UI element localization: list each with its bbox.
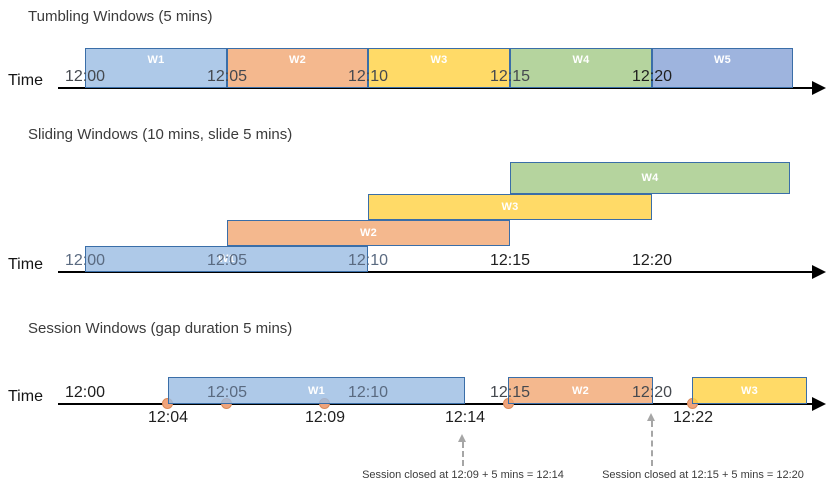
session-close-arrow-icon — [458, 434, 466, 442]
tumbling-timeline — [58, 87, 812, 89]
session-close-annotation-1: Session closed at 12:09 + 5 mins = 12:14 — [362, 469, 564, 481]
session-close-arrow-line — [462, 442, 464, 466]
session-tick-1205: 12:05 — [206, 384, 248, 401]
sliding-window-w3: W3 — [368, 194, 652, 220]
sliding-tick-1215: 12:15 — [489, 252, 531, 269]
session-close-annotation-2: Session closed at 12:15 + 5 mins = 12:20 — [602, 469, 804, 481]
tumbling-tick-1200: 12:00 — [64, 68, 106, 85]
window-label: W4 — [641, 172, 659, 184]
event-time-label-1222: 12:22 — [672, 409, 714, 426]
tumbling-tick-1215: 12:15 — [489, 68, 531, 85]
session-tick-1210: 12:10 — [347, 384, 389, 401]
session-timeline — [58, 403, 812, 405]
tumbling-time-axis-label: Time — [8, 72, 43, 89]
sliding-tick-1200: 12:00 — [64, 252, 106, 269]
sliding-tick-1220: 12:20 — [631, 252, 673, 269]
tumbling-section-title: Tumbling Windows (5 mins) — [28, 8, 213, 25]
sliding-tick-1210: 12:10 — [347, 252, 389, 269]
window-label: W2 — [359, 227, 378, 239]
tumbling-timeline-arrowhead-icon — [812, 81, 826, 95]
session-window-w3: W3 — [692, 377, 807, 404]
session-close-arrow-icon — [647, 413, 655, 421]
tumbling-tick-1210: 12:10 — [347, 68, 389, 85]
window-label: W4 — [572, 54, 590, 66]
window-label: W1 — [217, 253, 236, 265]
session-timeline-arrowhead-icon — [812, 397, 826, 411]
sliding-window-w4: W4 — [510, 162, 790, 194]
session-window-w2: W2 — [508, 377, 653, 404]
tumbling-window-w3: W3 — [368, 48, 510, 88]
tumbling-window-w2: W2 — [227, 48, 368, 88]
window-label: W5 — [713, 54, 732, 66]
session-close-arrow-line — [651, 421, 653, 466]
event-time-label-1204: 12:04 — [147, 409, 189, 426]
tumbling-window-w1: W1 — [85, 48, 227, 88]
sliding-window-w2: W2 — [227, 220, 510, 246]
window-label: W1 — [307, 384, 326, 397]
session-time-axis-label: Time — [8, 388, 43, 405]
tumbling-tick-1205: 12:05 — [206, 68, 248, 85]
tumbling-window-w4: W4 — [510, 48, 652, 88]
session-tick-1220: 12:20 — [631, 384, 673, 401]
sliding-tick-1205: 12:05 — [206, 252, 248, 269]
tumbling-tick-1220: 12:20 — [631, 68, 673, 85]
session-window-w1: W1 — [168, 377, 465, 404]
event-time-label-1209: 12:09 — [304, 409, 346, 426]
tumbling-window-w5: W5 — [652, 48, 793, 88]
window-label: W3 — [501, 201, 519, 213]
session-section-title: Session Windows (gap duration 5 mins) — [28, 320, 293, 337]
window-label: W3 — [430, 54, 448, 66]
session-tick-1200: 12:00 — [64, 384, 106, 401]
window-label: W3 — [740, 384, 759, 397]
sliding-window-w1: W1 — [85, 246, 368, 272]
sliding-timeline-arrowhead-icon — [812, 265, 826, 279]
window-label: W1 — [147, 54, 165, 66]
window-label: W2 — [288, 54, 307, 66]
sliding-timeline — [58, 271, 812, 273]
window-label: W2 — [571, 384, 590, 397]
sliding-section-title: Sliding Windows (10 mins, slide 5 mins) — [28, 126, 293, 143]
session-tick-1215: 12:15 — [489, 384, 531, 401]
session-close-time-label-1214: 12:14 — [444, 409, 486, 426]
sliding-time-axis-label: Time — [8, 256, 43, 273]
